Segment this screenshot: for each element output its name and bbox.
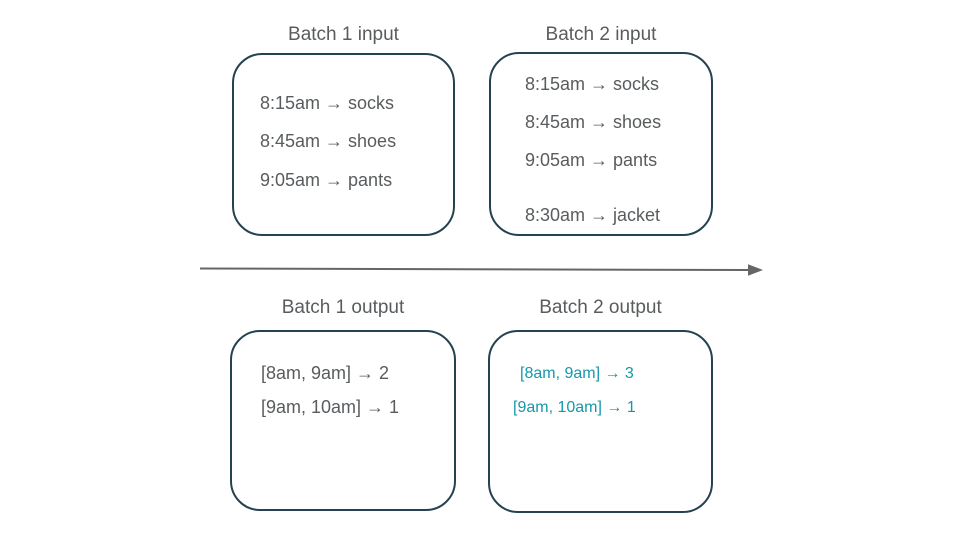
- batch2-output-item: [9am, 10am] → 1: [513, 399, 636, 416]
- batch1-input-box: 8:15am → socks 8:45am → shoes 9:05am → p…: [232, 53, 455, 236]
- batch2-input-item: 8:30am → jacket: [525, 205, 661, 225]
- batch1-input-item: 8:45am → shoes: [260, 131, 397, 151]
- batch1-output-title: Batch 1 output: [281, 297, 405, 318]
- batch1-input-title: Batch 1 input: [288, 24, 399, 45]
- batch1-output-box: [8am, 9am] → 2 [9am, 10am] → 1: [230, 330, 456, 511]
- batch1-output-item: [8am, 9am] → 2: [261, 363, 390, 383]
- batch2-output-title: Batch 2 output: [539, 297, 662, 318]
- batch2-input-box: 8:15am → socks 8:45am → shoes 9:05am → p…: [489, 52, 713, 236]
- batch2-output-box: [8am, 9am] → 3 [9am, 10am] → 1: [488, 330, 713, 513]
- batch2-output-item: [8am, 9am] → 3: [520, 365, 634, 382]
- timeline-arrow-icon: [199, 264, 763, 276]
- batch1-input-item: 9:05am → pants: [260, 170, 393, 190]
- batch2-input-item: 8:15am → socks: [525, 74, 660, 94]
- batch2-input-title: Batch 2 input: [545, 24, 657, 45]
- batch2-input-item: 8:45am → shoes: [525, 112, 662, 132]
- batch1-output-item: [9am, 10am] → 1: [261, 397, 400, 417]
- batch1-input-item: 8:15am → socks: [260, 93, 395, 113]
- batch2-input-item: 9:05am → pants: [525, 150, 658, 170]
